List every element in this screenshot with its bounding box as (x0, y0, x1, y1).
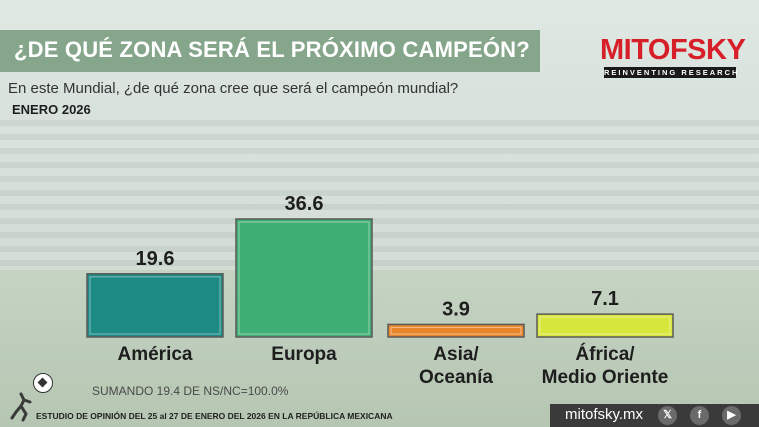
bar-1 (235, 218, 373, 338)
value-label-3: 7.1 (591, 288, 619, 310)
value-label-1: 36.6 (285, 193, 324, 215)
bar-highlight-3 (539, 316, 671, 335)
category-label-3-0: África/ (575, 343, 635, 365)
category-label-0-0: América (118, 344, 193, 365)
bar-3 (536, 313, 674, 338)
player-silhouette-icon (10, 392, 32, 422)
website-link[interactable]: mitofsky.mx (565, 406, 644, 423)
title-bar (0, 30, 540, 72)
nsnc-note: SUMANDO 19.4 DE NS/NC=100.0% (92, 384, 289, 398)
survey-date: ENERO 2026 (12, 102, 91, 117)
brand-logo: MITOFSKY (600, 34, 746, 66)
page-title: ¿DE QUÉ ZONA SERÁ EL PRÓXIMO CAMPEÓN? (14, 37, 530, 62)
value-label-0: 19.6 (136, 248, 175, 270)
bar-0 (86, 273, 224, 338)
x-icon[interactable]: 𝕏 (658, 406, 677, 425)
bar-highlight-0 (89, 276, 221, 335)
brand-tagline: REINVENTING RESEARCH (604, 67, 740, 78)
stadium-stands (0, 120, 759, 270)
category-label-3-1: Medio Oriente (542, 367, 669, 388)
category-label-1-0: Europa (271, 344, 337, 365)
soccer-ball-icon (33, 373, 53, 393)
study-footer: ESTUDIO DE OPINIÓN DEL 25 al 27 DE ENERO… (36, 411, 393, 421)
category-label-2-0: Asia/ (433, 344, 479, 365)
category-label-2-1: Oceanía (419, 367, 493, 388)
facebook-icon[interactable]: f (690, 406, 709, 425)
bar-2 (387, 323, 525, 338)
bar-highlight-2 (390, 326, 522, 335)
bar-highlight-1 (238, 221, 370, 335)
youtube-icon[interactable]: ▶ (722, 406, 741, 425)
survey-question: En este Mundial, ¿de qué zona cree que s… (8, 80, 459, 97)
value-label-2: 3.9 (442, 298, 470, 320)
